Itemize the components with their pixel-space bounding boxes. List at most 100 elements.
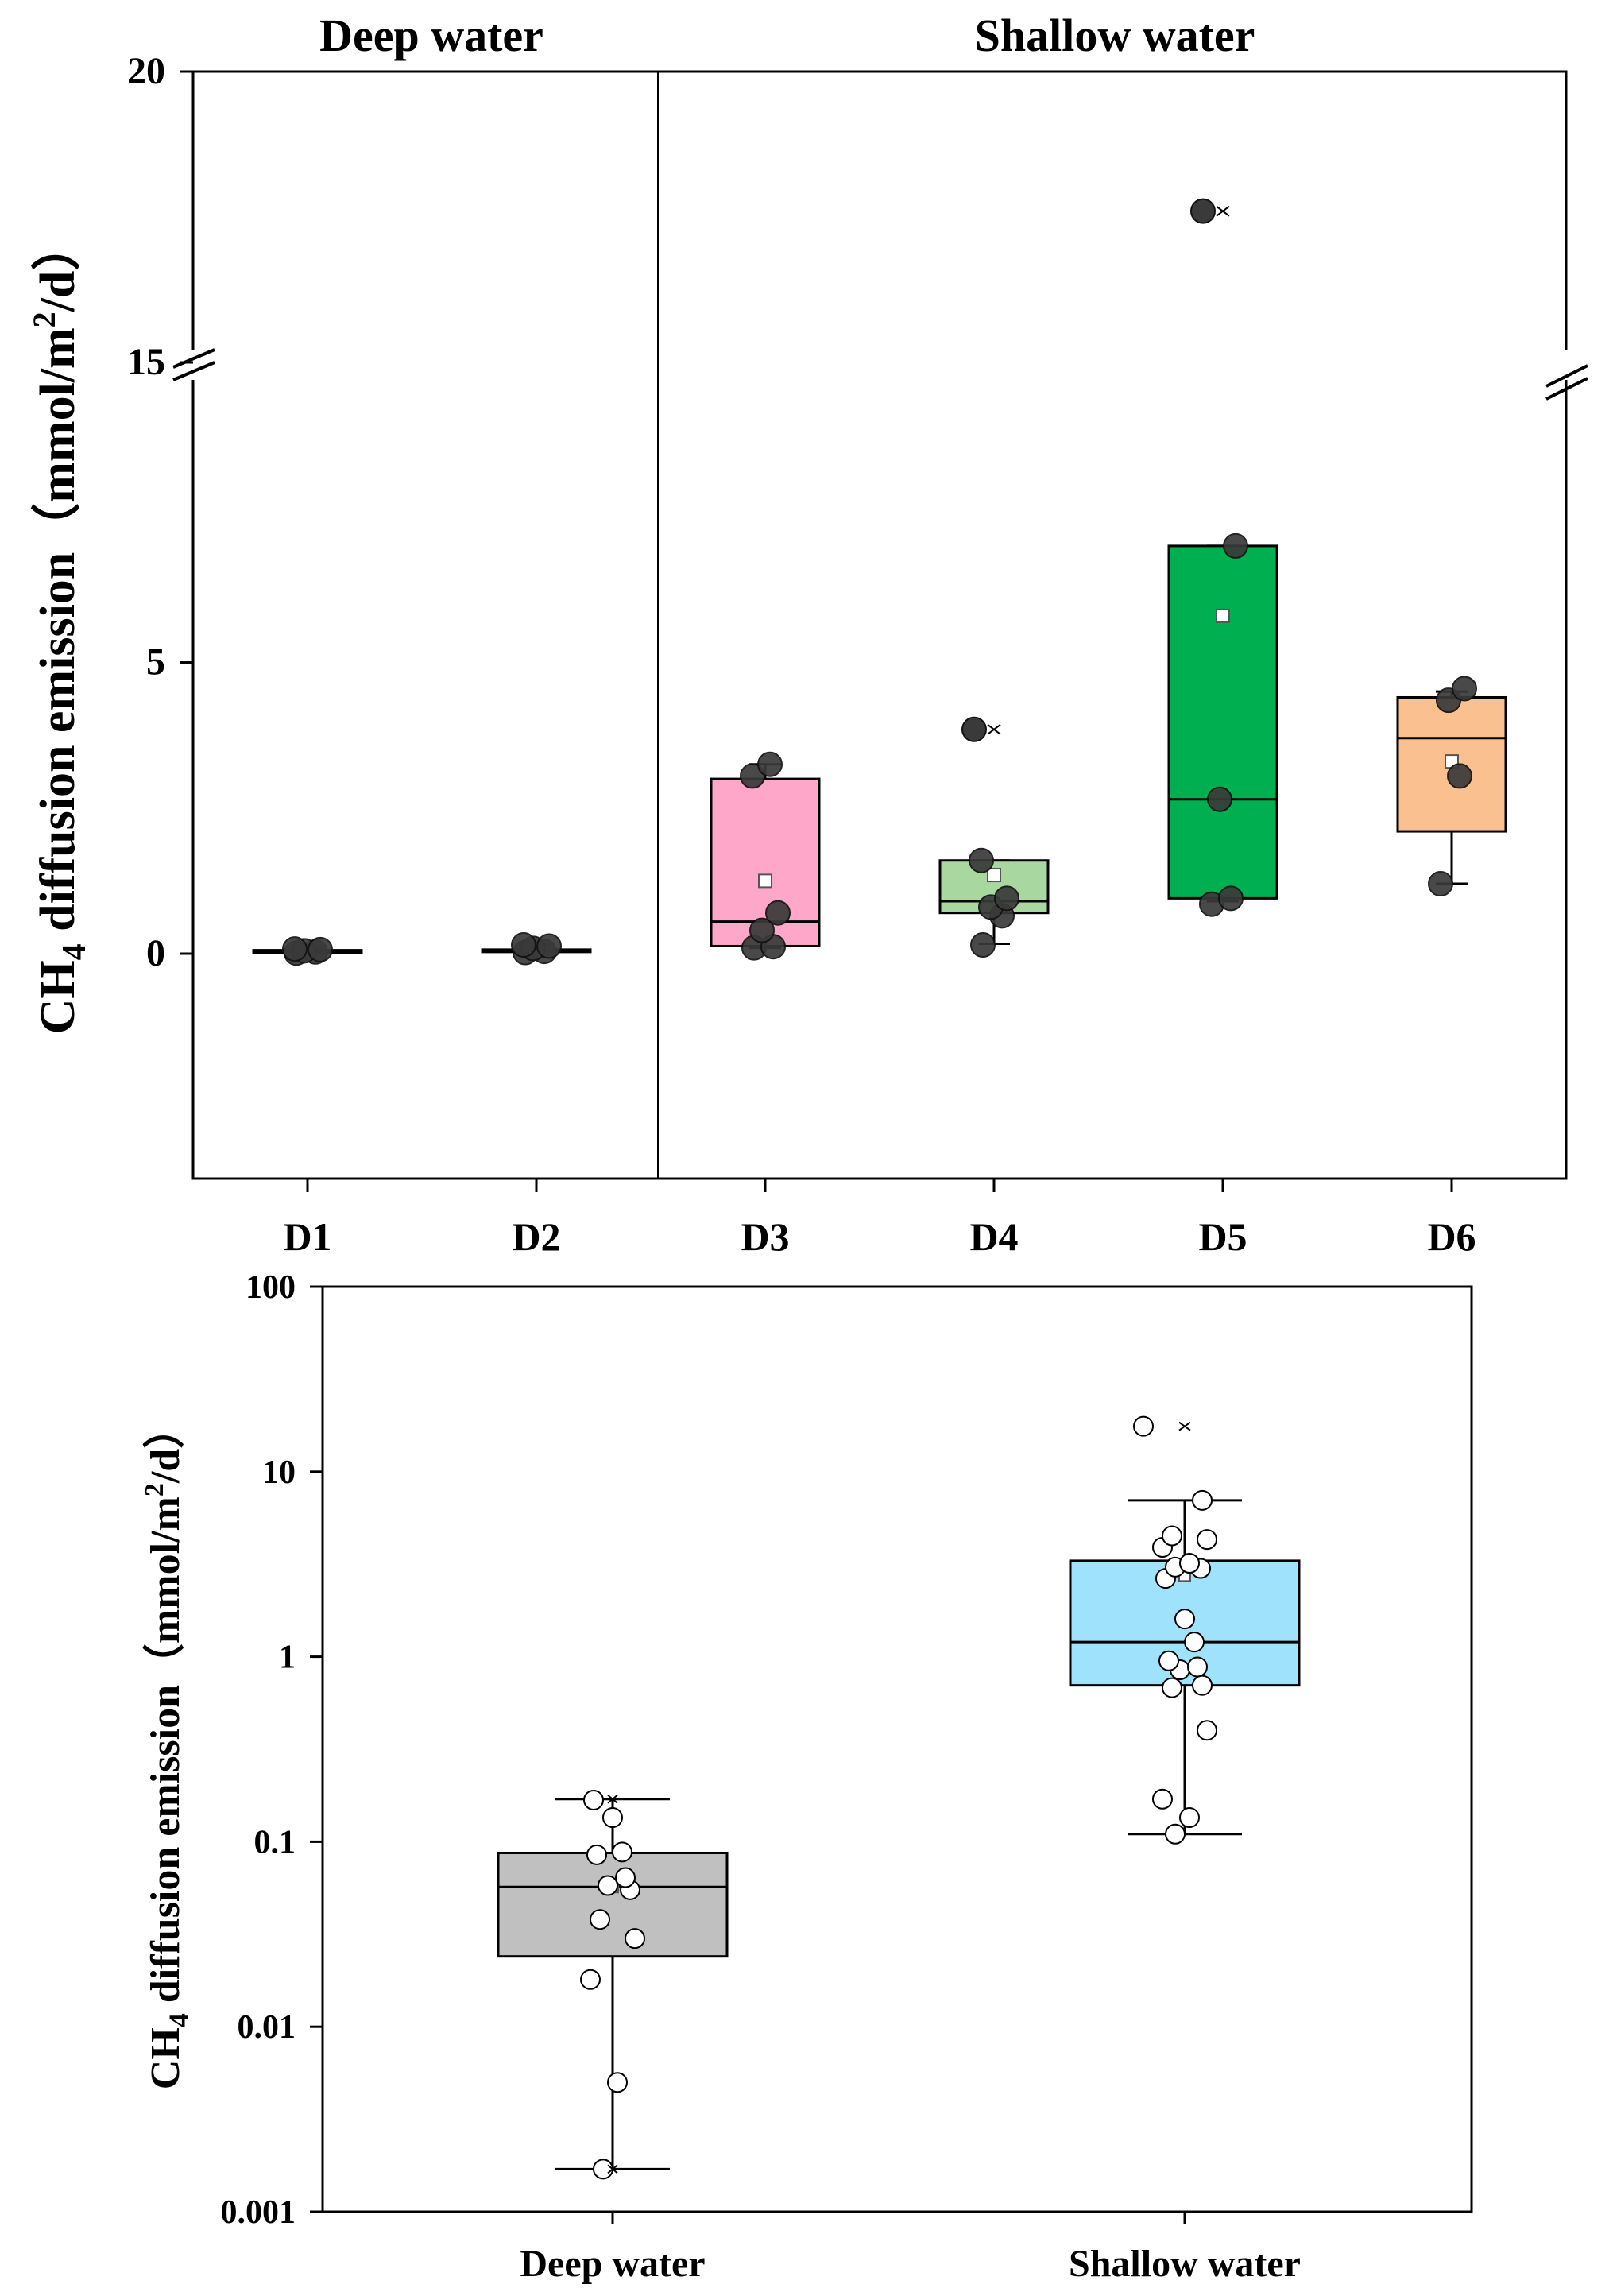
data-point	[607, 2072, 628, 2093]
data-point	[1428, 871, 1453, 897]
mean-marker	[987, 868, 1001, 883]
data-point	[1192, 1675, 1213, 1696]
data-point	[740, 763, 765, 789]
data-point	[1218, 885, 1244, 912]
data-point	[511, 932, 536, 958]
outlier-point	[1190, 198, 1216, 224]
data-point	[308, 936, 333, 962]
data-point	[1192, 1489, 1213, 1511]
ylabel-subscript: 4	[163, 2013, 195, 2027]
bottom-boxes	[497, 1415, 1301, 2180]
top-boxes	[252, 198, 1507, 966]
ylabel-main: CH	[31, 960, 85, 1034]
box-d2	[481, 932, 592, 966]
y-axis-break-left	[172, 348, 215, 381]
ylabel-subscript: 4	[56, 943, 93, 960]
ylabel-superscript: 2	[140, 1483, 169, 1496]
data-point	[1207, 786, 1232, 812]
data-point	[593, 2159, 613, 2180]
y-tick-label: 10	[262, 1454, 296, 1491]
x-tick-label: D6	[1427, 1214, 1476, 1259]
data-point	[583, 1789, 604, 1810]
ylabel-end: /d）	[142, 1407, 188, 1484]
box-shallow-water	[1069, 1415, 1301, 1845]
data-point	[970, 932, 996, 958]
data-point	[969, 847, 994, 873]
data-point	[615, 1867, 636, 1888]
bottom-plot-frame	[321, 1285, 1473, 2213]
data-point	[1223, 532, 1248, 559]
y-tick-label: 5	[146, 641, 165, 683]
box-d6	[1396, 676, 1507, 897]
y-tick-label: 20	[127, 50, 165, 92]
group-label-shallow: Shallow water	[975, 10, 1255, 61]
data-point	[1187, 1656, 1208, 1678]
data-point	[580, 1969, 601, 1990]
y-tick-label: 0.001	[221, 2194, 296, 2231]
data-point	[625, 1928, 645, 1949]
box-deep-water	[497, 1789, 729, 2180]
y-tick-label: 100	[246, 1269, 296, 1306]
data-point	[1165, 1823, 1186, 1845]
data-point	[598, 1875, 618, 1896]
data-point	[1162, 1677, 1182, 1698]
box-d1	[252, 936, 363, 966]
data-point	[602, 1807, 623, 1829]
bottom-y-axis-label: CH4 diffusion emission（mmol/m2/d）	[140, 1407, 195, 2089]
box-d3	[710, 751, 821, 961]
data-point	[765, 900, 791, 926]
y-tick-label: 0	[146, 932, 165, 974]
bottom-chart: 0.001 0.01 0.1 1 10 100 Deep water Shallow wat…	[140, 1269, 1473, 2285]
bottom-x-ticks: Deep water Shallow water	[520, 2212, 1301, 2285]
y-axis-break-right	[1545, 350, 1588, 401]
data-point	[1152, 1788, 1173, 1810]
ylabel-rest: diffusion emission（mmol/m	[29, 327, 85, 943]
x-tick-label: Deep water	[520, 2243, 705, 2285]
x-tick-label: D1	[283, 1214, 331, 1259]
data-point	[1158, 1650, 1179, 1671]
x-tick-label: D3	[741, 1214, 789, 1259]
x-tick-label: D4	[969, 1214, 1018, 1259]
outlier-marker	[1216, 205, 1230, 217]
top-chart: Deep water Shallow water 0 5 15 20 D1 D2 D3 D4…	[26, 10, 1588, 1259]
data-point	[1447, 763, 1472, 789]
data-point	[757, 751, 783, 777]
box-body	[497, 1851, 729, 1958]
max-marker	[607, 1794, 618, 1804]
data-point	[1452, 676, 1477, 702]
ylabel-main: CH	[143, 2027, 188, 2089]
mean-marker	[1216, 608, 1230, 623]
data-point	[994, 885, 1019, 912]
data-point	[612, 1841, 632, 1863]
top-plot-frame	[191, 70, 1568, 1180]
data-point	[1184, 1632, 1205, 1653]
outlier-point	[961, 716, 987, 742]
outlier-marker	[1178, 1421, 1191, 1431]
x-tick-label: D2	[512, 1214, 560, 1259]
top-y-ticks: 0 5 15 20	[127, 50, 193, 974]
data-point	[749, 917, 775, 943]
outlier-point	[1133, 1415, 1154, 1437]
group-label-deep: Deep water	[319, 10, 543, 61]
outlier-marker	[987, 723, 1001, 735]
y-tick-label: 15	[127, 341, 165, 383]
top-y-axis-label: CH4 diffusion emission（mmol/m2/d）	[26, 222, 93, 1035]
box-d4	[938, 716, 1050, 958]
data-point	[586, 1844, 607, 1865]
mean-marker	[758, 873, 772, 889]
ylabel-superscript: 2	[26, 312, 62, 327]
x-tick-label: Shallow water	[1069, 2243, 1301, 2285]
ylabel-end: /d）	[29, 222, 85, 313]
top-x-ticks: D1 D2 D3 D4 D5 D6	[283, 1179, 1476, 1259]
y-tick-label: 1	[279, 1640, 296, 1676]
y-tick-label: 0.1	[254, 1824, 296, 1860]
data-point	[1179, 1553, 1200, 1574]
data-point	[536, 933, 562, 959]
box-body	[1167, 544, 1278, 900]
data-point	[1197, 1720, 1217, 1741]
box-d5	[1167, 198, 1278, 917]
data-point	[1179, 1807, 1200, 1829]
data-point	[590, 1909, 610, 1930]
data-point	[1197, 1529, 1217, 1551]
